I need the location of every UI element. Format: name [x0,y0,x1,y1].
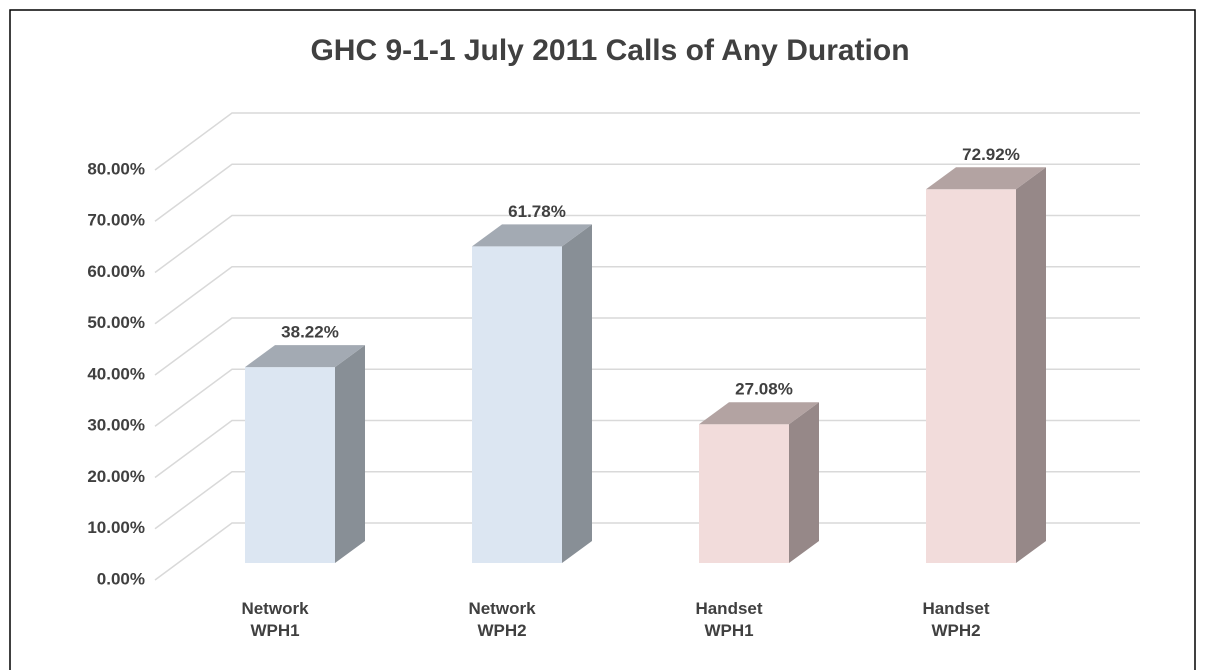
y-tick-label: 30.00% [87,416,145,435]
grid-line [154,419,1140,479]
bar [245,367,335,563]
bar-side [789,402,819,563]
grid-line [154,214,1140,274]
bar-side [335,345,365,563]
y-tick-label: 50.00% [87,313,145,332]
bar [699,424,789,563]
y-tick-label: 80.00% [87,159,145,178]
y-tick-label: 0.00% [97,569,145,588]
data-label: 38.22% [281,323,339,342]
grid-line [154,471,1140,530]
grid-line [154,317,1140,376]
grid-line [154,522,1140,581]
y-tick-label: 60.00% [87,262,145,281]
grid-line [154,266,1140,325]
x-tick-label: Handset WPH1 [695,599,763,640]
data-label: 27.08% [735,380,793,399]
bar-top [472,224,592,247]
data-label: 61.78% [508,202,566,221]
bar-side [562,224,592,563]
chart-title: GHC 9-1-1 July 2011 Calls of Any Duratio… [310,34,909,67]
y-tick-label: 10.00% [87,518,145,537]
x-tick-label: Network WPH1 [241,599,309,640]
data-label: 72.92% [962,145,1020,164]
chart-frame [9,9,1196,670]
bar-top [245,345,365,368]
grid-line [154,112,1140,171]
y-tick-label: 70.00% [87,211,145,230]
grid-line [154,163,1140,222]
x-tick-label: Handset WPH2 [922,599,990,640]
bar-side [1016,167,1046,563]
bar [472,246,562,563]
y-tick-label: 20.00% [87,467,145,486]
x-tick-label: Network WPH2 [468,599,536,640]
y-tick-label: 40.00% [87,364,145,383]
grid-line [154,368,1140,427]
bar [926,189,1016,563]
bar-top [926,167,1046,190]
bar-top [699,402,819,425]
